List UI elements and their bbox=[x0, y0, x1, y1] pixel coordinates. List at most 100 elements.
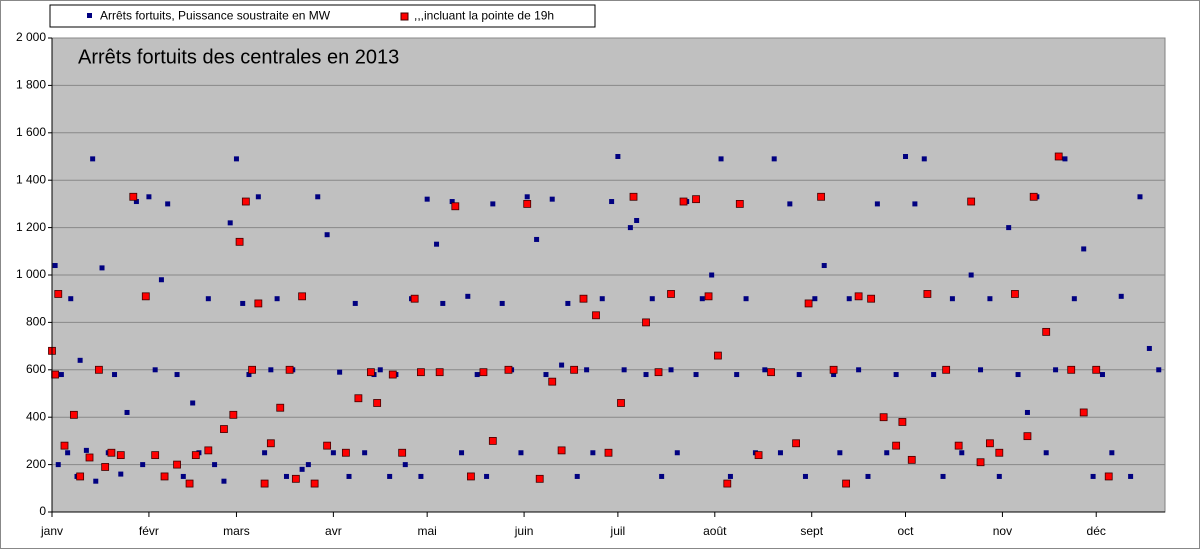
point bbox=[615, 154, 621, 159]
x-tick-label: juin bbox=[514, 524, 534, 538]
point bbox=[978, 367, 984, 373]
point bbox=[221, 478, 227, 484]
point bbox=[727, 473, 733, 479]
point bbox=[254, 299, 263, 308]
point bbox=[354, 394, 363, 403]
point bbox=[107, 448, 116, 457]
point bbox=[283, 473, 289, 479]
point bbox=[535, 474, 544, 483]
x-tick-label: oct bbox=[898, 524, 915, 538]
x-tick-label: août bbox=[703, 524, 727, 538]
point bbox=[341, 448, 350, 457]
point bbox=[592, 311, 600, 320]
point bbox=[718, 156, 724, 162]
point bbox=[898, 418, 907, 426]
point bbox=[305, 462, 311, 468]
y-tick-label: 1 600 bbox=[16, 125, 46, 139]
point bbox=[315, 194, 321, 200]
point bbox=[323, 441, 332, 450]
point bbox=[967, 197, 976, 206]
point bbox=[1104, 472, 1113, 481]
point bbox=[129, 192, 138, 201]
point bbox=[654, 368, 663, 377]
point bbox=[674, 450, 680, 456]
point bbox=[241, 197, 250, 206]
point bbox=[440, 300, 446, 306]
legend-marker bbox=[400, 12, 409, 21]
point bbox=[418, 473, 424, 479]
point bbox=[51, 370, 60, 379]
point bbox=[1011, 290, 1019, 298]
point bbox=[976, 458, 985, 467]
point bbox=[879, 413, 888, 422]
point bbox=[68, 296, 74, 302]
point bbox=[274, 296, 280, 302]
point bbox=[285, 365, 294, 374]
point bbox=[1109, 450, 1115, 456]
point bbox=[324, 232, 330, 238]
point bbox=[69, 410, 78, 419]
point bbox=[704, 292, 713, 301]
point bbox=[642, 318, 650, 327]
point bbox=[479, 368, 488, 377]
point bbox=[260, 479, 269, 488]
point bbox=[248, 365, 256, 374]
point bbox=[227, 220, 233, 226]
point bbox=[912, 201, 918, 207]
x-tick-label: janv bbox=[40, 524, 63, 538]
point bbox=[559, 362, 565, 368]
point bbox=[474, 372, 480, 378]
point bbox=[205, 296, 211, 302]
point bbox=[570, 365, 579, 374]
point bbox=[55, 462, 61, 468]
point bbox=[1090, 473, 1096, 479]
point bbox=[449, 199, 455, 205]
point bbox=[1029, 192, 1038, 201]
point bbox=[54, 290, 63, 298]
x-tick-label: nov bbox=[993, 524, 1012, 538]
point bbox=[377, 367, 383, 373]
point bbox=[60, 441, 69, 450]
point bbox=[634, 217, 640, 223]
point bbox=[1043, 450, 1049, 456]
point bbox=[490, 201, 496, 207]
y-tick-label: 1 800 bbox=[16, 78, 46, 92]
point bbox=[949, 296, 955, 302]
point bbox=[76, 472, 85, 481]
point bbox=[346, 473, 352, 479]
point bbox=[777, 450, 783, 456]
point bbox=[58, 372, 64, 378]
point bbox=[337, 369, 343, 375]
point bbox=[817, 192, 825, 201]
point bbox=[548, 377, 557, 386]
point bbox=[151, 451, 160, 460]
point bbox=[942, 365, 951, 374]
point bbox=[133, 199, 139, 205]
point bbox=[523, 199, 532, 208]
point bbox=[116, 451, 125, 460]
point bbox=[90, 156, 96, 162]
point bbox=[842, 479, 851, 488]
point bbox=[892, 441, 901, 450]
point bbox=[417, 368, 425, 377]
point bbox=[954, 441, 963, 450]
point bbox=[1071, 296, 1077, 302]
point bbox=[792, 439, 800, 448]
point bbox=[923, 290, 932, 298]
point bbox=[65, 450, 71, 456]
point bbox=[173, 460, 181, 469]
point bbox=[93, 478, 99, 484]
point bbox=[387, 473, 393, 479]
point bbox=[1054, 152, 1063, 161]
point bbox=[424, 196, 430, 202]
point bbox=[831, 372, 837, 378]
point bbox=[659, 473, 665, 479]
point bbox=[165, 201, 171, 207]
point bbox=[679, 197, 688, 206]
point bbox=[229, 410, 238, 419]
point bbox=[762, 367, 768, 373]
point bbox=[410, 294, 419, 303]
point bbox=[158, 277, 164, 283]
point bbox=[534, 236, 540, 242]
point bbox=[986, 439, 994, 448]
